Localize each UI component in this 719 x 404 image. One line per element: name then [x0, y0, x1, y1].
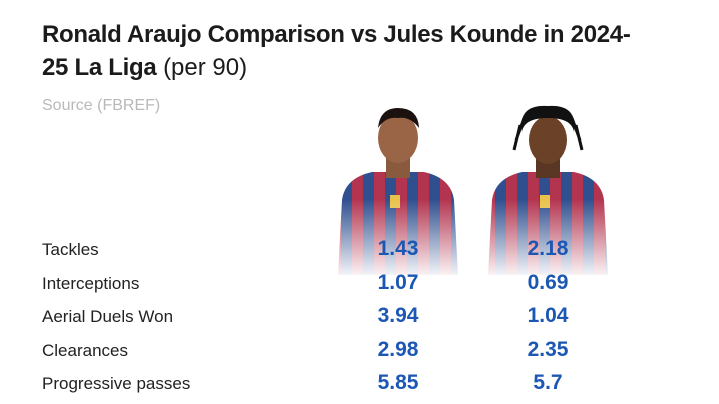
kounde-value: 5.7: [533, 371, 563, 394]
araujo-value: 2.98: [377, 338, 419, 361]
kounde-value: 1.04: [527, 304, 569, 327]
kounde-value: 0.69: [527, 271, 569, 294]
araujo-value: 3.94: [377, 304, 419, 327]
stat-label: Clearances: [42, 341, 128, 360]
stat-row: Progressive passes 5.85 5.7: [0, 370, 719, 400]
stat-row: Tackles 1.43 2.18: [0, 236, 719, 266]
stat-label: Aerial Duels Won: [42, 307, 174, 326]
player-kounde: [488, 105, 608, 275]
stat-row: Clearances 2.98 2.35: [0, 337, 719, 367]
araujo-value: 1.43: [377, 237, 419, 260]
stat-label: Interceptions: [42, 274, 140, 293]
stat-label: Tackles: [42, 240, 99, 259]
kounde-value: 2.18: [527, 237, 569, 260]
stat-row: Aerial Duels Won 3.94 1.04: [0, 303, 719, 333]
stat-label: Progressive passes: [42, 374, 191, 393]
title-suffix: (per 90): [163, 54, 248, 81]
title-text: Ronald Araujo Comparison vs Jules Kounde…: [42, 21, 631, 81]
kounde-value: 2.35: [527, 338, 569, 361]
araujo-value: 5.85: [377, 371, 419, 394]
source: Source (FBREF): [42, 97, 161, 114]
araujo-value: 1.07: [377, 271, 419, 294]
stat-row: Interceptions 1.07 0.69: [0, 270, 719, 300]
title: Ronald Araujo Comparison vs Jules Kounde…: [42, 18, 642, 84]
player-araujo: [338, 108, 458, 275]
